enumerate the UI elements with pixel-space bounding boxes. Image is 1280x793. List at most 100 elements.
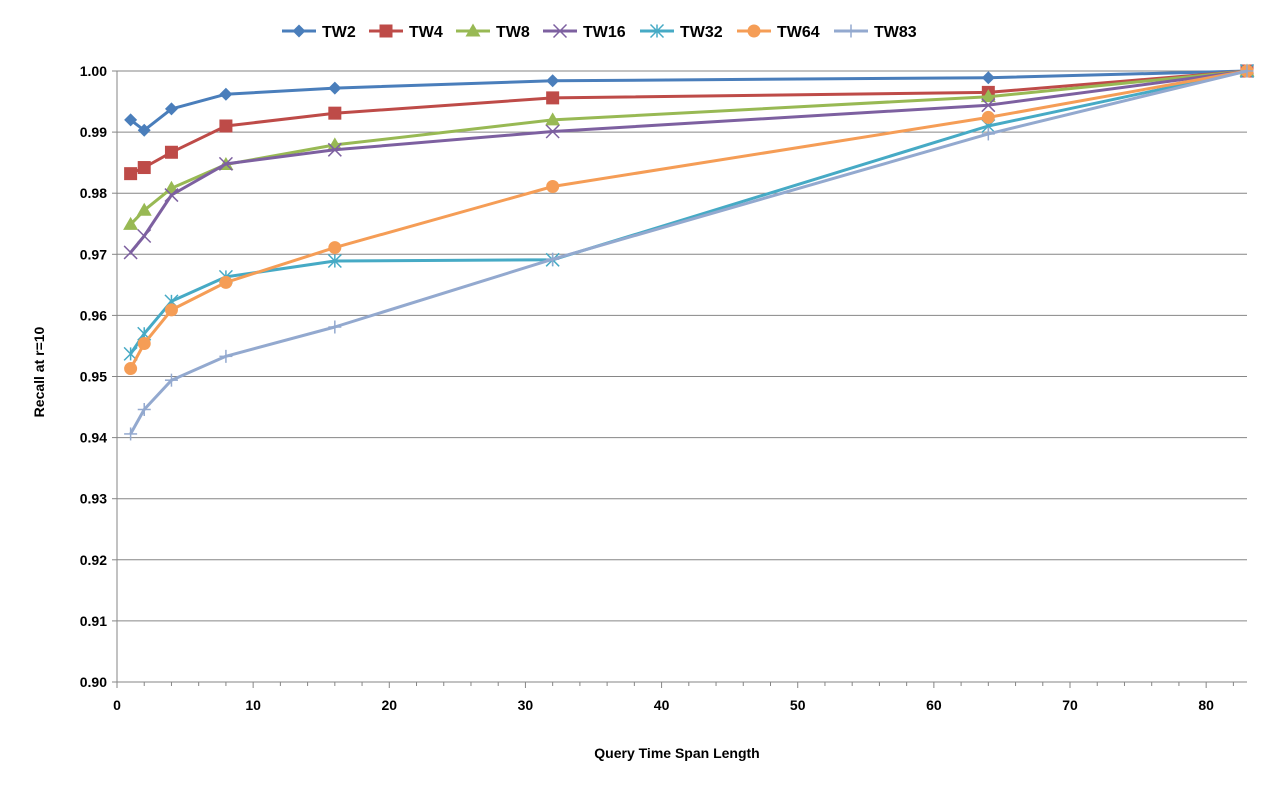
plus-marker [124, 427, 138, 441]
square-marker [137, 161, 151, 175]
diamond-marker [546, 74, 560, 88]
x-marker-stroke [123, 245, 138, 260]
legend-label: TW64 [777, 24, 820, 41]
diamond-marker [164, 102, 178, 116]
x-marker [137, 228, 152, 244]
x-marker-stroke [137, 228, 152, 244]
x-marker [164, 188, 179, 203]
y-tick-label: 0.95 [80, 369, 107, 385]
y-axis-title: Recall at r=10 [31, 326, 47, 417]
legend-label: TW8 [496, 24, 530, 41]
legend-label: TW32 [680, 24, 723, 41]
legend-label: TW16 [583, 24, 626, 41]
x-marker [123, 245, 138, 260]
diamond-marker [124, 113, 138, 127]
star-marker [327, 253, 342, 269]
y-tick-label: 0.93 [80, 491, 107, 507]
x-marker-stroke [545, 124, 560, 139]
circle-marker [546, 179, 560, 193]
triangle-marker [545, 112, 561, 126]
x-tick-label: 40 [654, 697, 670, 713]
plus-marker [219, 349, 233, 363]
square-marker [124, 167, 138, 181]
x-tick-label: 0 [113, 697, 121, 713]
x-marker-stroke [218, 156, 233, 171]
x-marker-stroke [981, 98, 996, 113]
x-tick-label: 80 [1198, 697, 1214, 713]
x-marker [981, 98, 996, 113]
legend-label: TW4 [409, 24, 443, 41]
diamond-marker [292, 24, 306, 38]
x-tick-label: 30 [518, 697, 534, 713]
diamond-marker [328, 81, 342, 95]
plus-marker [844, 24, 858, 38]
y-tick-label: 0.90 [80, 674, 107, 690]
square-marker [546, 91, 560, 105]
legend-item-tw16: TW16 [543, 23, 626, 41]
series-tw16 [123, 63, 1255, 260]
x-marker-stroke [327, 142, 342, 157]
legend-item-tw4: TW4 [369, 24, 443, 41]
legend-item-tw8: TW8 [456, 23, 530, 41]
legend-item-tw32: TW32 [640, 23, 723, 41]
series-lines [123, 63, 1255, 441]
star-marker [649, 23, 665, 39]
x-tick-label: 20 [382, 697, 398, 713]
plus-marker [164, 373, 178, 387]
legend-item-tw2: TW2 [282, 24, 356, 41]
square-marker [379, 24, 393, 38]
square-marker [219, 119, 233, 133]
circle-marker [328, 241, 342, 255]
series-line [129, 69, 1248, 226]
circle-marker [164, 303, 178, 317]
axes: 0.90 0.91 0.92 0.93 0.94 0.95 0.96 0.97 0.98 0.99… [80, 63, 1247, 713]
legend-label: TW83 [874, 24, 917, 41]
plus-marker [546, 252, 560, 266]
triangle-marker [136, 202, 152, 216]
legend-label: TW2 [322, 24, 356, 41]
gridlines [117, 70, 1247, 622]
x-marker [218, 156, 233, 171]
plus-marker [981, 127, 995, 141]
x-marker [327, 142, 342, 157]
circle-marker [124, 362, 138, 376]
y-tick-label: 0.99 [80, 124, 107, 140]
y-tick-label: 0.98 [80, 185, 107, 201]
x-tick-label: 60 [926, 697, 942, 713]
plus-marker [1240, 64, 1254, 78]
triangle-marker [980, 89, 996, 103]
x-marker [545, 124, 560, 139]
series-tw2 [124, 64, 1254, 137]
triangle-marker [123, 216, 139, 230]
triangle-marker [327, 137, 343, 151]
y-tick-label: 0.94 [80, 430, 107, 446]
series-line [129, 69, 1248, 132]
x-marker-stroke [552, 23, 568, 39]
square-marker [328, 106, 342, 120]
circle-marker [219, 275, 233, 289]
series-line [129, 69, 1248, 254]
legend-item-tw83: TW83 [834, 24, 917, 41]
series-tw32 [123, 63, 1255, 361]
series-line [129, 69, 1248, 435]
series-line [129, 69, 1248, 370]
plus-marker [137, 402, 151, 416]
x-tick-label: 70 [1062, 697, 1078, 713]
circle-marker [981, 110, 995, 124]
series-tw83 [124, 64, 1254, 441]
x-tick-label: 10 [245, 697, 261, 713]
y-tick-label: 0.96 [80, 307, 107, 323]
triangle-marker [465, 23, 481, 37]
series-tw64 [124, 64, 1254, 376]
x-tick-label: 50 [790, 697, 806, 713]
x-marker [552, 23, 568, 39]
square-marker [164, 145, 178, 159]
y-tick-label: 1.00 [80, 63, 107, 79]
plus-marker [328, 320, 342, 334]
x-marker-stroke [164, 188, 179, 203]
legend: TW2 TW4 TW8 TW16 TW32 TW64 TW83 [282, 23, 917, 41]
circle-marker [137, 337, 151, 351]
diamond-marker [981, 71, 995, 85]
